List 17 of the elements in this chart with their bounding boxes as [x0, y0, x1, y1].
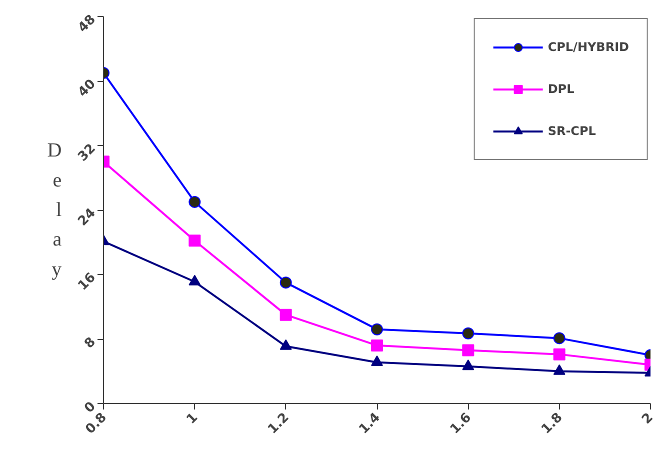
x-tick-label: 0.8	[82, 410, 110, 438]
x-tick-label: 1	[184, 410, 202, 428]
y-tick-label: 8	[82, 334, 99, 352]
x-tick-label: 1.6	[448, 410, 475, 438]
y-axis-title: Delay	[47, 140, 62, 280]
legend-label: CPL/HYBRID	[548, 40, 629, 54]
x-tick-label: 1.4	[356, 410, 384, 438]
y-tick-label: 16	[75, 270, 99, 294]
y-tick-label: 48	[75, 12, 99, 36]
x-tick-label: 1.2	[265, 410, 292, 438]
x-tick-label: 1.8	[538, 410, 566, 438]
y-tick-label: 40	[75, 76, 99, 100]
legend-label: SR-CPL	[548, 124, 596, 138]
legend-label: DPL	[548, 82, 574, 96]
x-tick-label: 2	[639, 410, 653, 428]
y-tick-label: 32	[75, 141, 99, 165]
y-tick-label: 24	[75, 206, 99, 230]
